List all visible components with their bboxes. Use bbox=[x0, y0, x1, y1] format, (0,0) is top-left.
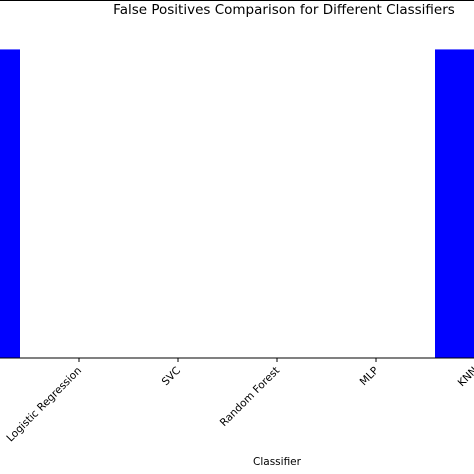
x-tick-label: Logistic Regression bbox=[4, 365, 84, 445]
x-tick-label: SVC bbox=[160, 365, 183, 388]
bar bbox=[435, 49, 474, 359]
x-tick-label: MLP bbox=[358, 365, 382, 389]
x-tick-label: Random Forest bbox=[218, 365, 282, 429]
x-tick-label: KNN bbox=[456, 365, 474, 389]
chart-title: False Positives Comparison for Different… bbox=[113, 2, 455, 18]
x-tick-labels: Decision TreeLogistic RegressionSVCRando… bbox=[4, 365, 474, 445]
x-ticks bbox=[78, 358, 377, 362]
plot-area: Decision TreeLogistic RegressionSVCRando… bbox=[0, 0, 474, 445]
bars bbox=[0, 49, 474, 359]
bar bbox=[0, 49, 20, 359]
x-axis-label: Classifier bbox=[253, 456, 302, 468]
